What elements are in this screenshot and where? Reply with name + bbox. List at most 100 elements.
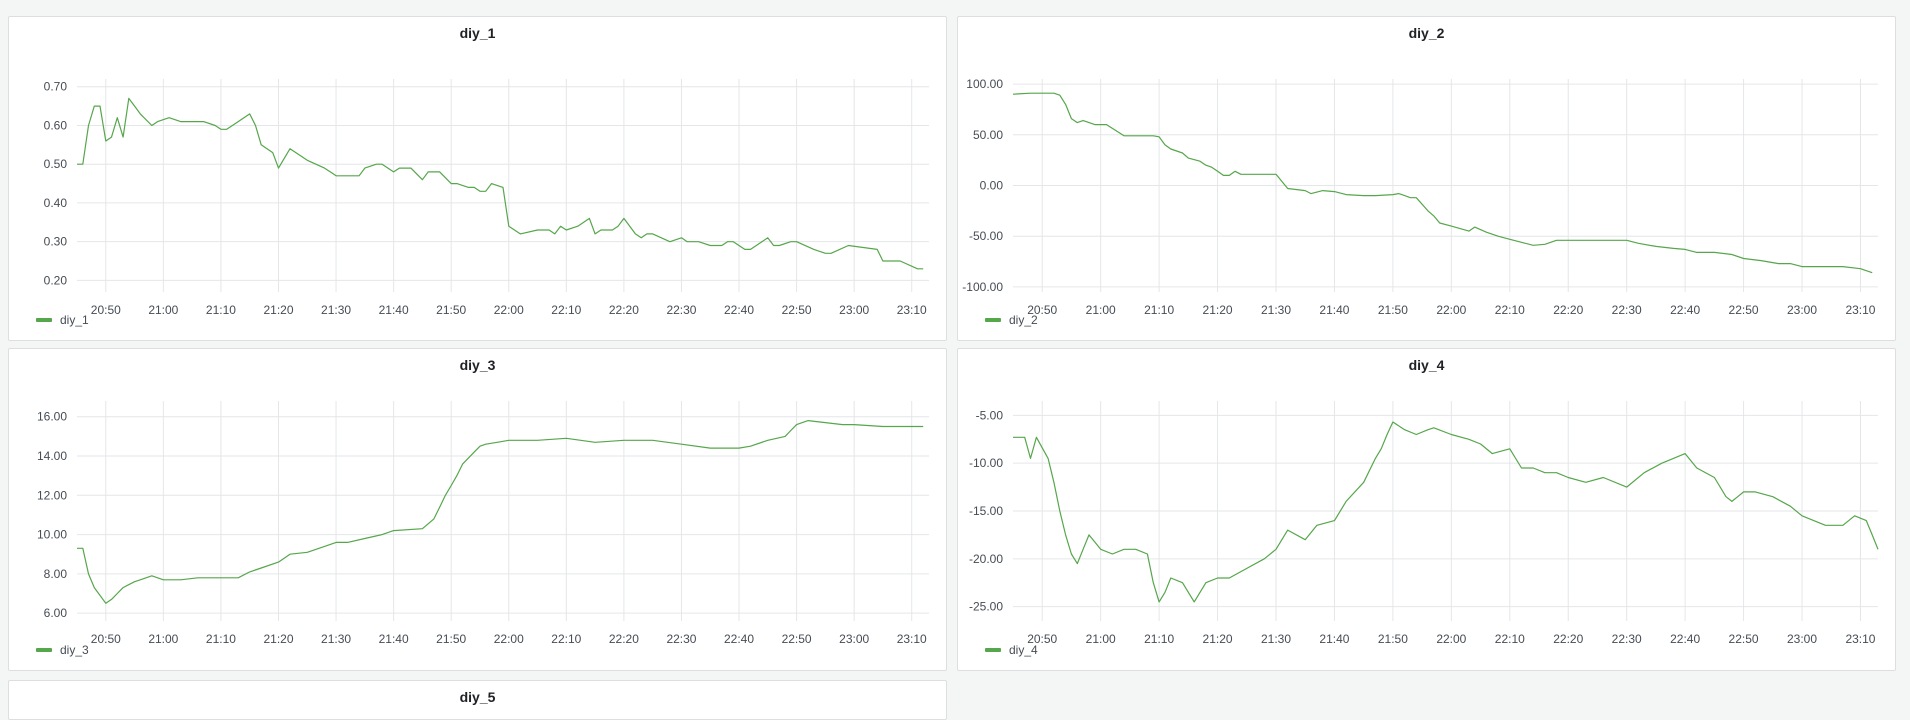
panel-title[interactable]: diy_2 xyxy=(1408,25,1445,41)
legend-item[interactable]: diy_1 xyxy=(36,313,89,327)
y-tick-label: 12.00 xyxy=(37,488,67,502)
x-tick-label: 22:10 xyxy=(551,632,581,646)
panel-diy-4: diy_4 -25.00 -20.00 -15.00 -10.00 -5.00 20:50… xyxy=(957,348,1896,671)
x-tick-label: 23:00 xyxy=(839,303,869,317)
x-tick-label: 22:20 xyxy=(609,632,639,646)
x-tick-label: 23:00 xyxy=(1787,303,1817,317)
x-tick-label: 22:50 xyxy=(782,632,812,646)
x-tick-label: 22:30 xyxy=(1612,632,1642,646)
series-line xyxy=(77,97,924,270)
legend-item[interactable]: diy_3 xyxy=(36,643,89,657)
x-tick-label: 21:00 xyxy=(148,632,178,646)
x-tick-label: 23:00 xyxy=(1787,632,1817,646)
legend-swatch xyxy=(985,318,1001,322)
legend-label: diy_2 xyxy=(1009,313,1038,327)
y-tick-label: 0.00 xyxy=(980,179,1004,193)
x-tick-label: 21:50 xyxy=(436,303,466,317)
x-tick-label: 22:30 xyxy=(666,303,696,317)
x-tick-label: 21:10 xyxy=(206,303,236,317)
series-line xyxy=(1012,92,1873,274)
x-tick-label: 22:30 xyxy=(1612,303,1642,317)
legend-item[interactable]: diy_4 xyxy=(985,643,1038,657)
y-tick-label: -10.00 xyxy=(969,456,1003,470)
y-tick-label: -100.00 xyxy=(962,280,1003,294)
x-tick-label: 21:20 xyxy=(1203,632,1233,646)
y-tick-label: 50.00 xyxy=(973,128,1003,142)
x-tick-label: 22:00 xyxy=(494,632,524,646)
panel-title[interactable]: diy_4 xyxy=(1408,357,1445,373)
x-tick-label: 21:30 xyxy=(321,303,351,317)
y-tick-label: 0.20 xyxy=(44,273,68,287)
x-tick-label: 22:40 xyxy=(1670,303,1700,317)
x-tick-label: 23:10 xyxy=(897,303,927,317)
x-tick-label: 21:00 xyxy=(148,303,178,317)
x-tick-label: 20:50 xyxy=(1027,632,1057,646)
x-tick-label: 21:30 xyxy=(1261,303,1291,317)
y-tick-label: 0.30 xyxy=(44,235,68,249)
x-tick-label: 21:40 xyxy=(1319,632,1349,646)
x-tick-label: 20:50 xyxy=(91,303,121,317)
legend-swatch xyxy=(985,648,1001,652)
x-tick-label: 22:20 xyxy=(1553,303,1583,317)
panel-title[interactable]: diy_5 xyxy=(459,689,496,705)
x-tick-label: 21:20 xyxy=(1203,303,1233,317)
grid xyxy=(77,79,929,292)
x-tick-label: 22:40 xyxy=(724,632,754,646)
panel-title[interactable]: diy_1 xyxy=(459,25,496,41)
legend-label: diy_3 xyxy=(60,643,89,657)
grid xyxy=(1013,79,1878,292)
x-tick-label: 22:00 xyxy=(494,303,524,317)
x-tick-label: 21:00 xyxy=(1086,303,1116,317)
x-tick-label: 21:30 xyxy=(1261,632,1291,646)
x-tick-label: 22:20 xyxy=(609,303,639,317)
x-tick-label: 21:40 xyxy=(379,632,409,646)
y-tick-label: 6.00 xyxy=(44,606,68,620)
x-tick-label: 22:10 xyxy=(551,303,581,317)
grid xyxy=(1013,401,1878,621)
x-tick-label: 20:50 xyxy=(1027,303,1057,317)
x-tick-label: 21:50 xyxy=(1378,303,1408,317)
y-tick-label: -50.00 xyxy=(969,229,1003,243)
panel-diy-3: diy_3 6.00 8.00 10.00 12.00 14.00 16.00 20:50 2… xyxy=(8,348,947,671)
x-tick-label: 23:10 xyxy=(1845,632,1875,646)
x-tick-label: 21:40 xyxy=(1319,303,1349,317)
x-tick-label: 21:40 xyxy=(379,303,409,317)
x-tick-label: 22:50 xyxy=(1729,303,1759,317)
y-tick-label: 100.00 xyxy=(966,77,1003,91)
chart-diy-2: -100.00 -50.00 0.00 50.00 100.00 20:50 21:00 21… xyxy=(962,77,1878,317)
legend-swatch xyxy=(36,648,52,652)
panel-diy-2: diy_2 -100.00 -50.00 0.00 50.00 100.00 20:50 2… xyxy=(957,16,1896,341)
series-line xyxy=(77,419,924,604)
x-tick-label: 21:20 xyxy=(263,632,293,646)
y-tick-label: -15.00 xyxy=(969,504,1003,518)
y-tick-label: 0.60 xyxy=(44,118,68,132)
panel-diy-5: diy_5 xyxy=(8,680,947,720)
x-tick-label: 20:50 xyxy=(91,632,121,646)
y-tick-label: 0.70 xyxy=(44,80,68,94)
legend-item[interactable]: diy_2 xyxy=(985,313,1038,327)
panel-diy-1: diy_1 0.20 0.30 0.40 0.50 0.60 0.70 20:50 21:00… xyxy=(8,16,947,341)
grid xyxy=(77,401,929,621)
x-tick-label: 21:10 xyxy=(206,632,236,646)
y-tick-label: 0.50 xyxy=(44,157,68,171)
chart-diy-4: -25.00 -20.00 -15.00 -10.00 -5.00 20:50 21:00 2… xyxy=(969,401,1879,646)
y-tick-label: 16.00 xyxy=(37,410,67,424)
x-tick-label: 21:30 xyxy=(321,632,351,646)
x-tick-label: 23:00 xyxy=(839,632,869,646)
y-tick-label: -25.00 xyxy=(969,600,1003,614)
legend-label: diy_1 xyxy=(60,313,89,327)
legend-swatch xyxy=(36,318,52,322)
x-tick-label: 23:10 xyxy=(897,632,927,646)
legend-label: diy_4 xyxy=(1009,643,1038,657)
y-tick-label: -20.00 xyxy=(969,552,1003,566)
series-line xyxy=(1013,421,1879,603)
chart-diy-1: 0.20 0.30 0.40 0.50 0.60 0.70 20:50 21:00 21:10 2… xyxy=(44,79,929,317)
x-tick-label: 22:40 xyxy=(724,303,754,317)
y-tick-label: 0.40 xyxy=(44,196,68,210)
chart-diy-3: 6.00 8.00 10.00 12.00 14.00 16.00 20:50 21:00 21… xyxy=(37,401,929,646)
x-tick-label: 22:30 xyxy=(666,632,696,646)
x-tick-label: 22:00 xyxy=(1436,303,1466,317)
panel-title[interactable]: diy_3 xyxy=(459,357,496,373)
x-tick-label: 21:20 xyxy=(263,303,293,317)
y-tick-label: 8.00 xyxy=(44,567,68,581)
